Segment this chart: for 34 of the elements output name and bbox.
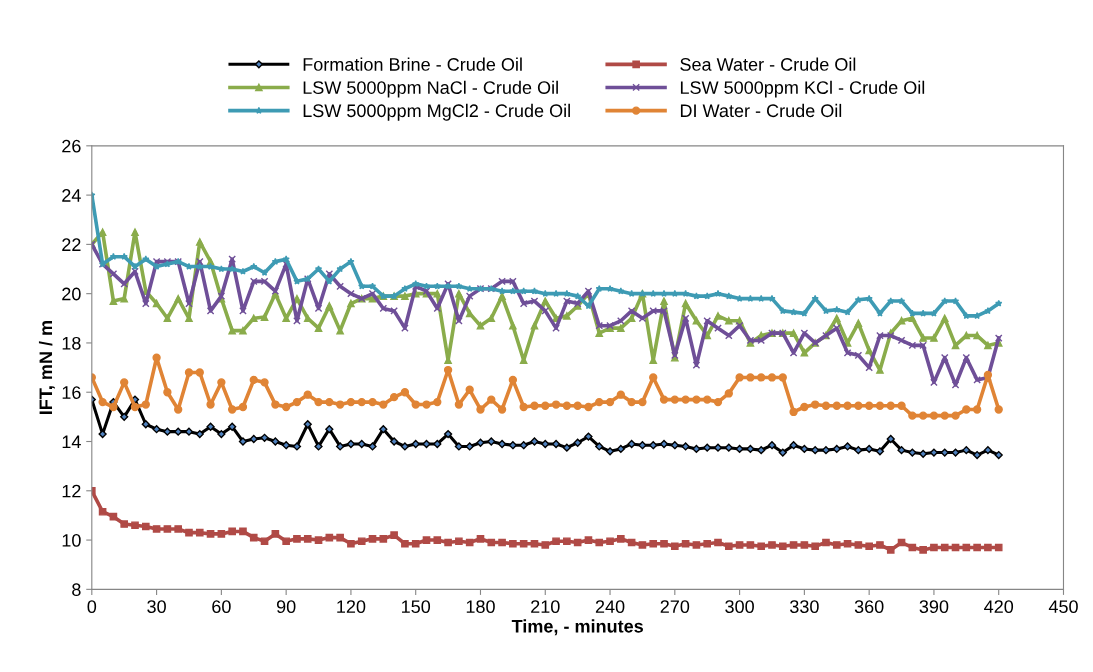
x-tick-label: 240 <box>595 600 625 614</box>
x-tick-label: 150 <box>402 600 431 614</box>
y-tick-label: 24 <box>62 189 81 202</box>
y-tick-label: 14 <box>62 435 81 449</box>
x-tick-label: 30 <box>147 600 166 614</box>
legend-label: LSW 5000ppm KCl - Crude Oil <box>680 80 925 98</box>
x-tick-label: 390 <box>919 600 949 614</box>
legend-label: Formation Brine - Crude Oil <box>303 57 522 71</box>
y-axis-title: IFT, mN / m <box>38 321 55 415</box>
x-tick-label: 60 <box>212 600 231 614</box>
legend-label: DI Water - Crude Oil <box>680 103 842 118</box>
x-tick-label: 0 <box>87 600 97 614</box>
x-tick-label: 210 <box>531 600 560 614</box>
y-tick-label: 22 <box>62 238 81 251</box>
y-tick-label: 8 <box>72 583 81 597</box>
x-tick-label: 120 <box>337 600 366 614</box>
x-axis-title: Time, - minutes <box>511 619 643 636</box>
legend-label: LSW 5000ppm MgCl2 - Crude Oil <box>303 103 570 121</box>
legend-label: Sea Water - Crude Oil <box>680 57 856 71</box>
y-tick-label: 12 <box>62 484 81 498</box>
x-tick-label: 180 <box>466 600 495 614</box>
x-tick-label: 330 <box>790 600 819 614</box>
y-tick-label: 26 <box>62 139 81 153</box>
x-tick-label: 90 <box>276 600 296 614</box>
y-tick-label: 20 <box>62 287 81 301</box>
y-tick-label: 18 <box>62 336 81 350</box>
x-tick-label: 420 <box>984 600 1014 614</box>
y-tick-label: 16 <box>62 386 81 399</box>
x-tick-label: 300 <box>725 600 754 614</box>
x-tick-label: 450 <box>1048 600 1078 614</box>
y-tick-label: 10 <box>62 534 81 547</box>
x-tick-label: 360 <box>854 600 884 614</box>
x-tick-label: 270 <box>660 600 690 614</box>
legend-label: LSW 5000ppm NaCl - Crude Oil <box>303 80 558 98</box>
